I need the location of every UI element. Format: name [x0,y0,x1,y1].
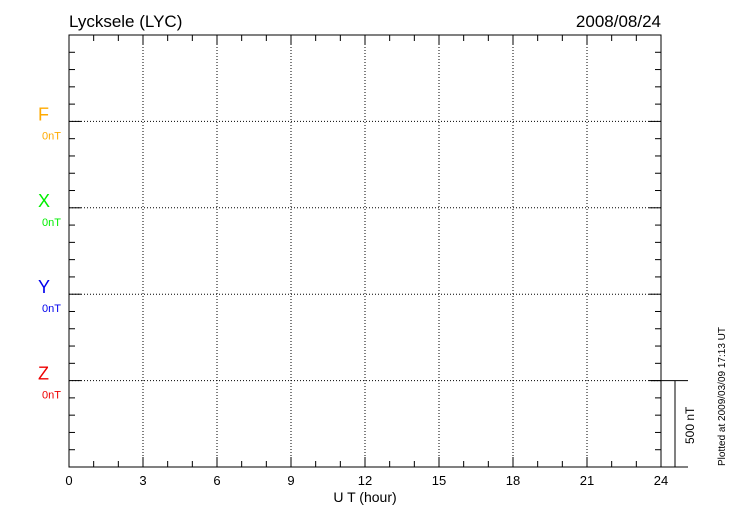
scale-bar-label: 500 nT [683,406,697,444]
x-tick-label: 12 [358,473,372,488]
channel-baseline-label: 0nT [42,130,61,142]
grid [69,35,661,467]
plot-frame [68,34,662,468]
x-tick-label: 0 [65,473,72,488]
x-tick-labels: 0 3 6 9 12 15 18 21 24 [65,473,668,488]
x-axis-label: U T (hour) [333,489,396,505]
scale-bar: 500 nT [651,380,697,468]
x-tick-label: 3 [139,473,146,488]
channel-labels: F 0nT X 0nT Y 0nT Z 0nT [38,104,61,401]
x-tick-label: 18 [506,473,520,488]
x-tick-label: 24 [654,473,668,488]
channel-name-f: F [38,104,49,124]
channel-name-x: X [38,191,50,211]
channel-baseline-label: 0nT [42,217,61,229]
x-tick-label: 15 [432,473,446,488]
channel-baseline-label: 0nT [42,303,61,315]
x-tick-label: 21 [580,473,594,488]
plotted-at-footer: Plotted at 2009/03/09 17:13 UT [717,327,728,466]
axis-ticks [68,34,662,468]
channel-baseline-label: 0nT [42,390,61,402]
x-tick-label: 9 [287,473,294,488]
channel-name-z: Z [38,364,49,384]
chart-date: 2008/08/24 [576,12,661,31]
chart-title: Lycksele (LYC) [69,12,182,31]
channel-name-y: Y [38,277,50,297]
x-tick-label: 6 [213,473,220,488]
